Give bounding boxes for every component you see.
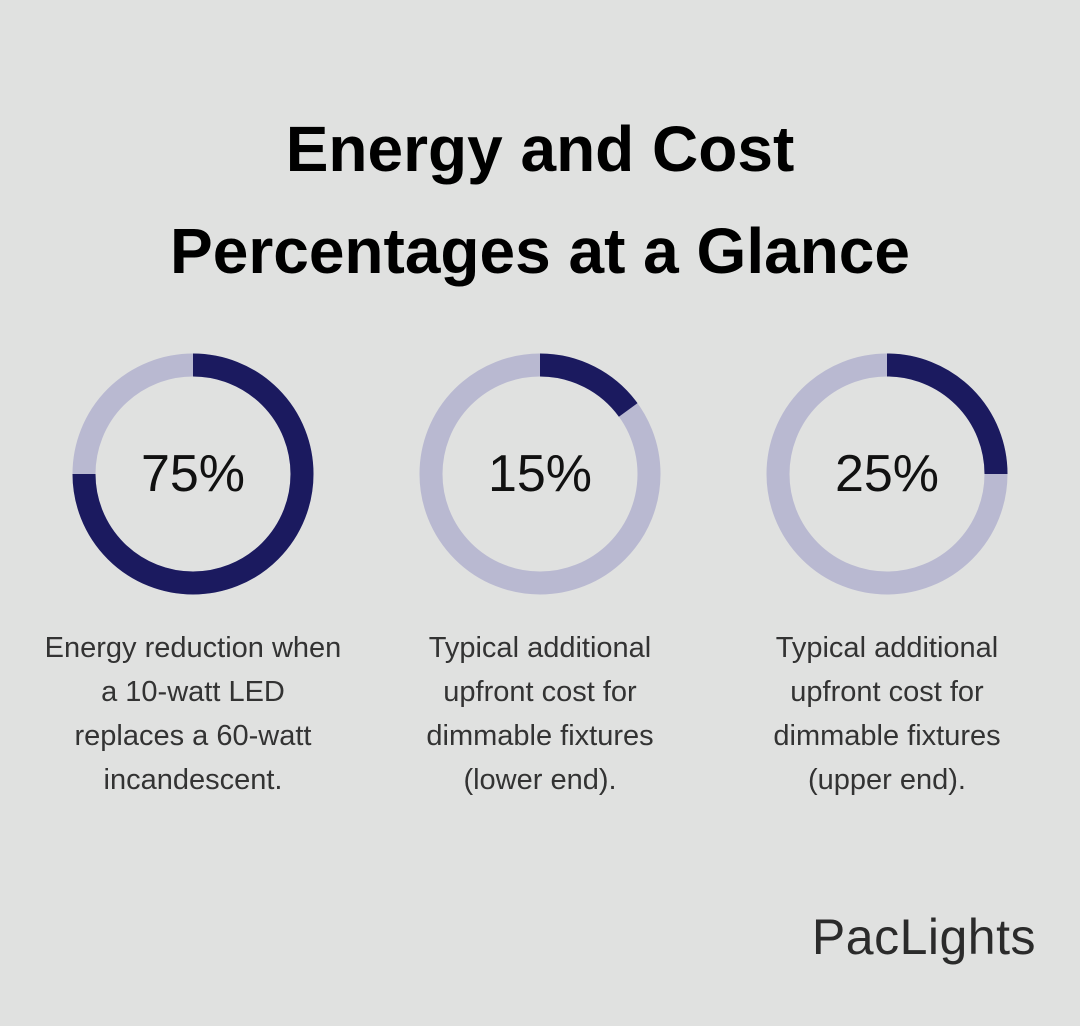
donut-arc — [539, 353, 638, 417]
caption: Typical additional upfront cost for dimm… — [773, 632, 1001, 796]
value-label: 75% — [141, 445, 245, 503]
logo: PacLights — [811, 909, 1036, 965]
value-label: 15% — [488, 445, 592, 503]
title: Energy and Cost Percentages at a Glance — [170, 113, 910, 287]
donut-arc — [72, 353, 314, 595]
caption: Energy reduction when a 10-watt LED repl… — [44, 632, 342, 796]
value-label: 25% — [835, 445, 939, 503]
caption: Typical additional upfront cost for dimm… — [426, 632, 654, 796]
donut-arc — [886, 353, 1008, 475]
